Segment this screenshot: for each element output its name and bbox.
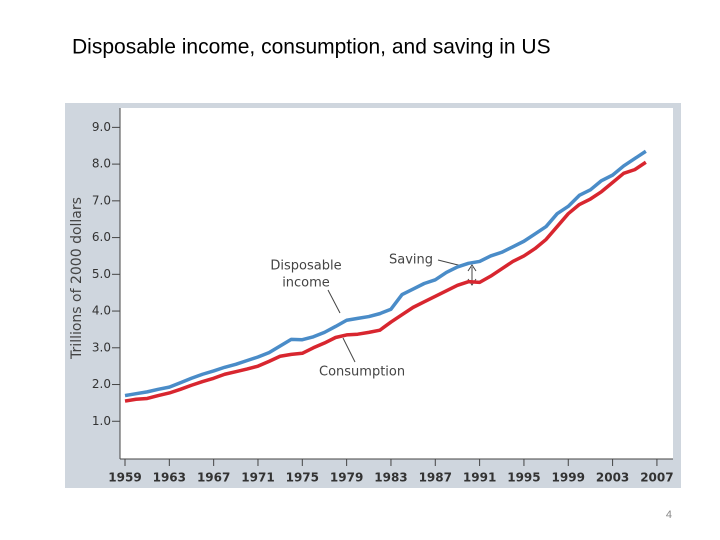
y-tick-label: 9.0 xyxy=(92,120,111,134)
y-tick-label: 6.0 xyxy=(92,230,111,244)
series-line xyxy=(124,160,647,403)
y-tick-label: 4.0 xyxy=(92,304,111,318)
slide-title: Disposable income, consumption, and savi… xyxy=(72,36,551,59)
y-tick-label: 2.0 xyxy=(92,377,111,391)
annotation: income xyxy=(282,276,330,291)
annotation: Saving xyxy=(389,253,433,268)
series-line xyxy=(124,149,647,398)
x-tick-label: 1975 xyxy=(286,471,319,485)
y-tick-label: 8.0 xyxy=(92,157,111,171)
annotation: Disposable xyxy=(270,259,341,274)
x-tick-label: 1963 xyxy=(153,471,186,485)
x-tick-label: 2003 xyxy=(596,471,629,485)
x-tick-label: 1995 xyxy=(507,471,540,485)
y-tick-label: 7.0 xyxy=(92,193,111,207)
x-tick-label: 1967 xyxy=(197,471,230,485)
x-tick-label: 1979 xyxy=(330,471,363,485)
y-tick-label: 3.0 xyxy=(92,340,111,354)
x-tick-label: 2007 xyxy=(640,471,673,485)
x-tick-label: 1983 xyxy=(374,471,407,485)
x-tick-label: 1971 xyxy=(241,471,274,485)
y-axis-label: Trillions of 2000 dollars xyxy=(69,197,85,360)
y-tick-label: 5.0 xyxy=(92,267,111,281)
x-tick-label: 1991 xyxy=(463,471,496,485)
y-tick-label: 1.0 xyxy=(92,414,111,428)
x-tick-label: 1987 xyxy=(419,471,452,485)
plot-area xyxy=(120,108,673,459)
x-tick-label: 1959 xyxy=(108,471,141,485)
annotation: Consumption xyxy=(319,365,405,380)
page-number: 4 xyxy=(666,509,672,521)
x-tick-label: 1999 xyxy=(552,471,585,485)
